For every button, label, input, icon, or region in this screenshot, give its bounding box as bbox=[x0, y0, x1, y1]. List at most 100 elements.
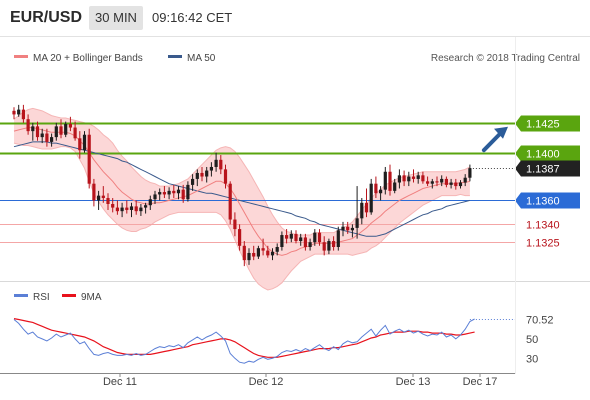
candle-body bbox=[101, 195, 105, 199]
ma9-legend-label: 9MA bbox=[81, 292, 102, 303]
candle-body bbox=[181, 189, 185, 200]
main-legend: MA 20 + Bollinger Bands MA 50 Research ©… bbox=[14, 53, 580, 64]
target-arrow-layer bbox=[481, 126, 508, 153]
candle-body bbox=[219, 159, 223, 170]
candle-body bbox=[383, 171, 387, 190]
candle-body bbox=[233, 219, 237, 230]
candle-body bbox=[379, 189, 383, 194]
candle-body bbox=[158, 192, 162, 195]
timestamp: 09:16:42 CET bbox=[152, 10, 233, 25]
candle-body bbox=[332, 241, 336, 247]
rsi-line bbox=[13, 318, 475, 364]
candle-body bbox=[64, 123, 68, 135]
candle-body bbox=[214, 159, 218, 167]
candle-body bbox=[430, 181, 434, 184]
candle-body bbox=[125, 207, 129, 210]
candle-body bbox=[50, 137, 54, 142]
rsi-layer: 70.52 30 50 bbox=[13, 315, 554, 365]
candle-body bbox=[360, 202, 364, 219]
candle-body bbox=[270, 251, 275, 256]
candle-body bbox=[17, 109, 21, 115]
candle-body bbox=[416, 175, 420, 179]
credit-text: Research © 2018 Trading Central bbox=[431, 53, 580, 64]
candle-body bbox=[40, 133, 44, 138]
level-tag-resistance bbox=[515, 115, 580, 132]
rsi-legend-swatch bbox=[14, 294, 28, 297]
candle-body bbox=[247, 252, 251, 261]
target-arrowhead bbox=[494, 126, 508, 139]
candle-body bbox=[153, 194, 157, 200]
candle-body bbox=[397, 175, 401, 183]
x-axis-layer: Dec 11 Dec 12 Dec 13 Dec 17 bbox=[103, 373, 497, 388]
candle-body bbox=[346, 226, 350, 231]
candle-body bbox=[374, 183, 378, 194]
candle-body bbox=[411, 176, 416, 179]
candle-body bbox=[195, 172, 199, 179]
level-tag-support bbox=[515, 192, 580, 209]
candle-body bbox=[106, 198, 110, 204]
target-arrow-shaft bbox=[481, 129, 504, 153]
level-tag-resistance bbox=[515, 145, 580, 162]
x-axis-label: Dec 12 bbox=[249, 376, 284, 388]
candle-body bbox=[275, 247, 279, 252]
candle-body bbox=[59, 126, 63, 135]
candle-body bbox=[139, 207, 143, 212]
candle-body bbox=[440, 178, 444, 183]
ma9-legend-swatch bbox=[62, 294, 76, 297]
candle-body bbox=[350, 227, 354, 231]
price-labels-layer: 1.1425 1.1400 1.1387 1.1360 1.1340 1.1325 bbox=[515, 115, 580, 250]
candle-body bbox=[26, 119, 30, 132]
ma20-legend-label: MA 20 + Bollinger Bands bbox=[33, 53, 143, 64]
candle-body bbox=[393, 182, 397, 191]
candle-body bbox=[280, 235, 284, 247]
candle-body bbox=[308, 242, 312, 247]
candle-body bbox=[200, 172, 204, 177]
x-axis-label: Dec 13 bbox=[396, 376, 431, 388]
candle-body bbox=[73, 127, 77, 139]
candle-body bbox=[303, 237, 307, 247]
rsi-y-tick: 30 bbox=[526, 353, 538, 365]
candle-body bbox=[176, 189, 181, 194]
interval-button[interactable]: 30 MIN bbox=[89, 6, 143, 30]
candle-body bbox=[191, 178, 195, 185]
candle-body bbox=[252, 252, 256, 257]
candle-body bbox=[444, 178, 448, 185]
bollinger-band-fill bbox=[14, 108, 470, 291]
candle-body bbox=[148, 199, 152, 206]
candle-body bbox=[327, 241, 331, 251]
candle-body bbox=[435, 181, 439, 183]
candle-body bbox=[35, 126, 40, 138]
candle-body bbox=[468, 168, 472, 178]
ma20-legend-swatch bbox=[14, 55, 28, 58]
candle-body bbox=[68, 123, 72, 128]
level-value-support_light: 1.1340 bbox=[526, 220, 560, 232]
candle-body bbox=[266, 250, 270, 256]
candle-body bbox=[45, 133, 49, 142]
candle-body bbox=[407, 176, 411, 182]
candle-body bbox=[317, 232, 322, 243]
candle-body bbox=[242, 245, 246, 261]
candle-body bbox=[426, 181, 430, 184]
candle-body bbox=[336, 230, 340, 247]
level-tag-last bbox=[515, 160, 580, 177]
candle-body bbox=[421, 175, 425, 182]
rsi-last-value: 70.52 bbox=[526, 315, 554, 327]
chart-header: EUR/USD 30 MIN 09:16:42 CET bbox=[0, 0, 590, 36]
candle-body bbox=[54, 126, 58, 138]
rsi-y-tick: 50 bbox=[526, 334, 538, 346]
candle-body bbox=[31, 126, 35, 132]
candle-body bbox=[167, 190, 171, 195]
level-value-support_light: 1.1325 bbox=[526, 238, 560, 250]
candle-body bbox=[172, 190, 176, 194]
rsi-legend-label: RSI bbox=[33, 292, 50, 303]
candle-body bbox=[144, 205, 148, 208]
candle-body bbox=[92, 183, 96, 201]
candle-body bbox=[449, 182, 453, 185]
candle-body bbox=[186, 184, 190, 200]
level-value-resistance: 1.1400 bbox=[526, 149, 560, 161]
candle-body bbox=[364, 202, 369, 213]
candle-body bbox=[111, 204, 115, 208]
candle-body bbox=[355, 218, 359, 228]
candle-body bbox=[78, 138, 82, 151]
